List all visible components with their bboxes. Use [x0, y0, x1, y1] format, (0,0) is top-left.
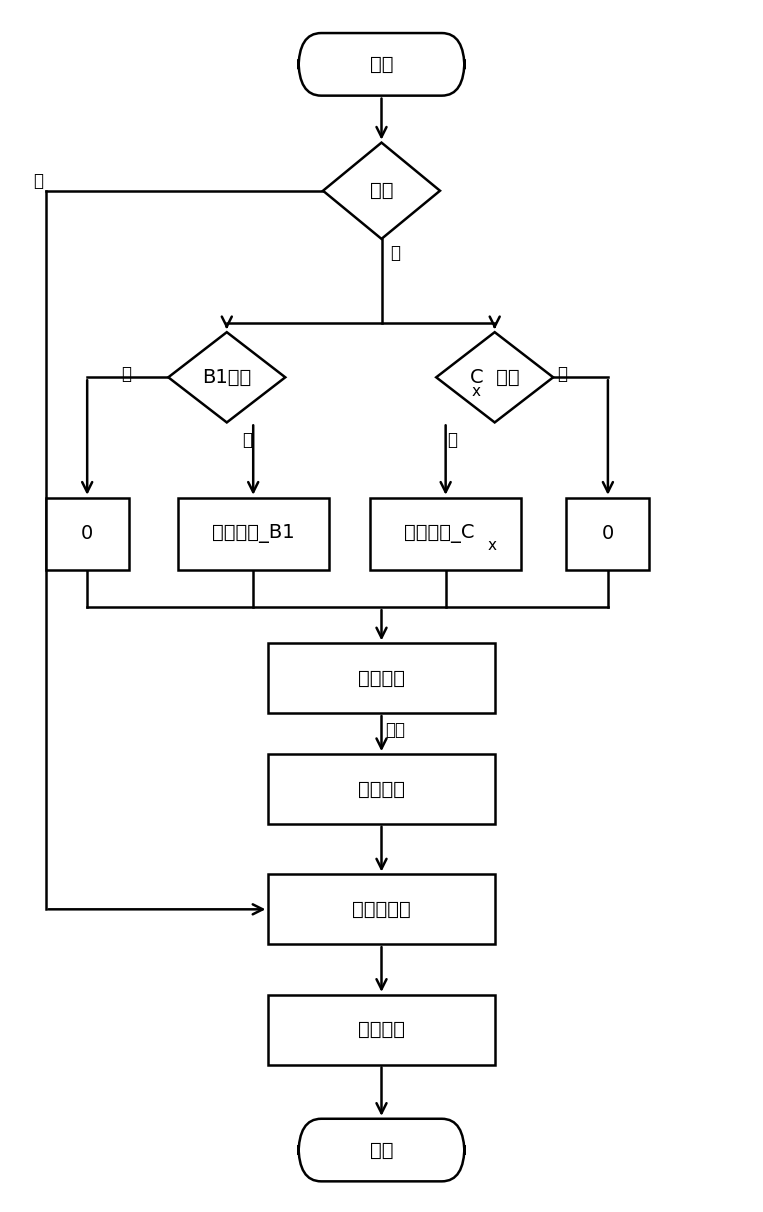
- Text: 0: 0: [81, 525, 93, 543]
- Text: 可用挡位: 可用挡位: [358, 779, 405, 799]
- Text: 否: 否: [33, 172, 43, 190]
- Text: 是: 是: [446, 431, 457, 448]
- FancyBboxPatch shape: [298, 1119, 465, 1182]
- Bar: [269, 644, 494, 713]
- Polygon shape: [323, 143, 440, 239]
- Text: 故障: 故障: [370, 182, 393, 200]
- Text: x: x: [488, 538, 497, 554]
- Text: x: x: [472, 384, 481, 399]
- Bar: [566, 498, 649, 570]
- Text: 故障挡位_B1: 故障挡位_B1: [212, 525, 295, 543]
- Text: B1故障: B1故障: [202, 367, 252, 387]
- Text: 开始: 开始: [370, 55, 393, 74]
- Text: 结束: 结束: [370, 1140, 393, 1160]
- Text: 故障挡位_C: 故障挡位_C: [404, 525, 487, 543]
- Text: 取反: 取反: [385, 721, 405, 739]
- Bar: [269, 754, 494, 824]
- Text: 最优挡位: 最优挡位: [358, 1021, 405, 1039]
- Polygon shape: [436, 332, 553, 423]
- Text: 否: 否: [558, 365, 568, 383]
- Text: 挡位优先级: 挡位优先级: [353, 899, 410, 919]
- Bar: [370, 498, 521, 570]
- Text: 故障挡位: 故障挡位: [358, 669, 405, 687]
- Text: 否: 否: [121, 365, 131, 383]
- Text: 是: 是: [390, 245, 400, 262]
- Bar: [178, 498, 329, 570]
- Bar: [46, 498, 129, 570]
- Text: 0: 0: [602, 525, 614, 543]
- FancyBboxPatch shape: [298, 33, 465, 96]
- Bar: [269, 995, 494, 1064]
- Polygon shape: [169, 332, 285, 423]
- Text: C  故障: C 故障: [470, 367, 520, 387]
- Bar: [269, 874, 494, 944]
- Text: 是: 是: [242, 431, 252, 448]
